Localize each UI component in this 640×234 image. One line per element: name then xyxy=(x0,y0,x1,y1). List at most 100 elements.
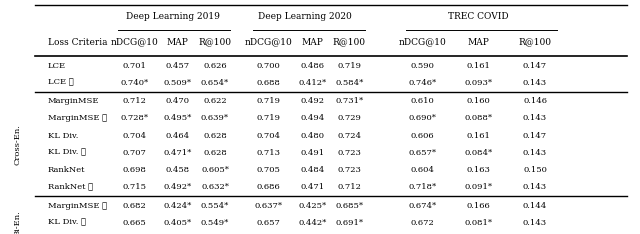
Text: LCE: LCE xyxy=(48,62,66,69)
Text: Loss Criteria: Loss Criteria xyxy=(48,38,108,47)
Text: 0.718*: 0.718* xyxy=(408,183,436,191)
Text: 0.494: 0.494 xyxy=(300,114,324,122)
Text: 0.554*: 0.554* xyxy=(201,202,229,210)
Text: 0.746*: 0.746* xyxy=(408,79,436,87)
Text: 0.728*: 0.728* xyxy=(120,114,148,122)
Text: 0.091*: 0.091* xyxy=(465,183,493,191)
Text: 0.705: 0.705 xyxy=(257,166,281,174)
Text: R@100: R@100 xyxy=(518,38,552,47)
Text: 0.632*: 0.632* xyxy=(201,183,229,191)
Text: 0.081*: 0.081* xyxy=(465,219,493,227)
Text: 0.425*: 0.425* xyxy=(298,202,326,210)
Text: 0.471: 0.471 xyxy=(300,183,324,191)
Text: 0.492*: 0.492* xyxy=(164,183,192,191)
Text: KL Div.: KL Div. xyxy=(48,132,78,139)
Text: 0.147: 0.147 xyxy=(523,132,547,139)
Text: 0.604: 0.604 xyxy=(410,166,435,174)
Text: nDCG@10: nDCG@10 xyxy=(111,38,158,47)
Text: 0.657*: 0.657* xyxy=(408,149,436,157)
Text: 0.657: 0.657 xyxy=(257,219,281,227)
Text: 0.654*: 0.654* xyxy=(201,79,229,87)
Text: 0.606: 0.606 xyxy=(411,132,434,139)
Text: 0.690*: 0.690* xyxy=(408,114,436,122)
Text: MAP: MAP xyxy=(468,38,490,47)
Text: 0.590: 0.590 xyxy=(410,62,435,69)
Text: 0.484: 0.484 xyxy=(300,166,324,174)
Text: Bi-En.: Bi-En. xyxy=(14,210,22,234)
Text: 0.698: 0.698 xyxy=(122,166,147,174)
Text: 0.163: 0.163 xyxy=(467,166,491,174)
Text: 0.731*: 0.731* xyxy=(335,97,364,105)
Text: R@100: R@100 xyxy=(198,38,232,47)
Text: 0.637*: 0.637* xyxy=(255,202,283,210)
Text: 0.491: 0.491 xyxy=(300,149,324,157)
Text: 0.584*: 0.584* xyxy=(335,79,364,87)
Text: 0.412*: 0.412* xyxy=(298,79,326,87)
Text: RankNet ☠: RankNet ☠ xyxy=(48,183,93,191)
Text: 0.143: 0.143 xyxy=(523,114,547,122)
Text: 0.700: 0.700 xyxy=(257,62,281,69)
Text: MarginMSE ☠: MarginMSE ☠ xyxy=(48,114,107,122)
Text: 0.685*: 0.685* xyxy=(335,202,364,210)
Text: 0.146: 0.146 xyxy=(523,97,547,105)
Text: 0.442*: 0.442* xyxy=(298,219,326,227)
Text: 0.626: 0.626 xyxy=(204,62,227,69)
Text: 0.150: 0.150 xyxy=(523,166,547,174)
Text: 0.470: 0.470 xyxy=(166,97,190,105)
Text: 0.457: 0.457 xyxy=(166,62,190,69)
Text: 0.160: 0.160 xyxy=(467,97,491,105)
Text: 0.492: 0.492 xyxy=(300,97,324,105)
Text: 0.143: 0.143 xyxy=(523,149,547,157)
Text: 0.143: 0.143 xyxy=(523,79,547,87)
Text: RankNet: RankNet xyxy=(48,166,86,174)
Text: 0.719: 0.719 xyxy=(257,97,281,105)
Text: 0.715: 0.715 xyxy=(122,183,147,191)
Text: 0.084*: 0.084* xyxy=(465,149,493,157)
Text: 0.549*: 0.549* xyxy=(201,219,229,227)
Text: TREC COVID: TREC COVID xyxy=(449,12,509,21)
Text: 0.144: 0.144 xyxy=(523,202,547,210)
Text: MAP: MAP xyxy=(167,38,189,47)
Text: 0.605*: 0.605* xyxy=(201,166,229,174)
Text: 0.458: 0.458 xyxy=(166,166,190,174)
Text: nDCG@10: nDCG@10 xyxy=(245,38,292,47)
Text: 0.143: 0.143 xyxy=(523,219,547,227)
Text: 0.639*: 0.639* xyxy=(201,114,229,122)
Text: 0.405*: 0.405* xyxy=(164,219,192,227)
Text: 0.704: 0.704 xyxy=(122,132,147,139)
Text: 0.688: 0.688 xyxy=(257,79,281,87)
Text: 0.682: 0.682 xyxy=(122,202,147,210)
Text: 0.464: 0.464 xyxy=(166,132,190,139)
Text: MAP: MAP xyxy=(301,38,323,47)
Text: 0.093*: 0.093* xyxy=(465,79,493,87)
Text: 0.691*: 0.691* xyxy=(335,219,364,227)
Text: 0.724: 0.724 xyxy=(337,132,362,139)
Text: 0.665: 0.665 xyxy=(122,219,147,227)
Text: 0.713: 0.713 xyxy=(257,149,281,157)
Text: 0.674*: 0.674* xyxy=(408,202,436,210)
Text: 0.719: 0.719 xyxy=(257,114,281,122)
Text: 0.707: 0.707 xyxy=(122,149,147,157)
Text: 0.480: 0.480 xyxy=(300,132,324,139)
Text: 0.424*: 0.424* xyxy=(164,202,192,210)
Text: nDCG@10: nDCG@10 xyxy=(399,38,446,47)
Text: 0.161: 0.161 xyxy=(467,132,491,139)
Text: 0.712: 0.712 xyxy=(337,183,362,191)
Text: 0.486: 0.486 xyxy=(300,62,324,69)
Text: 0.147: 0.147 xyxy=(523,62,547,69)
Text: KL Div. ☠: KL Div. ☠ xyxy=(48,149,86,157)
Text: 0.471*: 0.471* xyxy=(164,149,192,157)
Text: 0.628: 0.628 xyxy=(203,132,227,139)
Text: 0.622: 0.622 xyxy=(204,97,227,105)
Text: Cross-En.: Cross-En. xyxy=(14,124,22,165)
Text: 0.161: 0.161 xyxy=(467,62,491,69)
Text: 0.704: 0.704 xyxy=(257,132,281,139)
Text: MarginMSE ☠: MarginMSE ☠ xyxy=(48,202,107,210)
Text: 0.495*: 0.495* xyxy=(164,114,192,122)
Text: 0.143: 0.143 xyxy=(523,183,547,191)
Text: MarginMSE: MarginMSE xyxy=(48,97,99,105)
Text: 0.686: 0.686 xyxy=(257,183,281,191)
Text: 0.166: 0.166 xyxy=(467,202,491,210)
Text: 0.628: 0.628 xyxy=(203,149,227,157)
Text: 0.509*: 0.509* xyxy=(164,79,192,87)
